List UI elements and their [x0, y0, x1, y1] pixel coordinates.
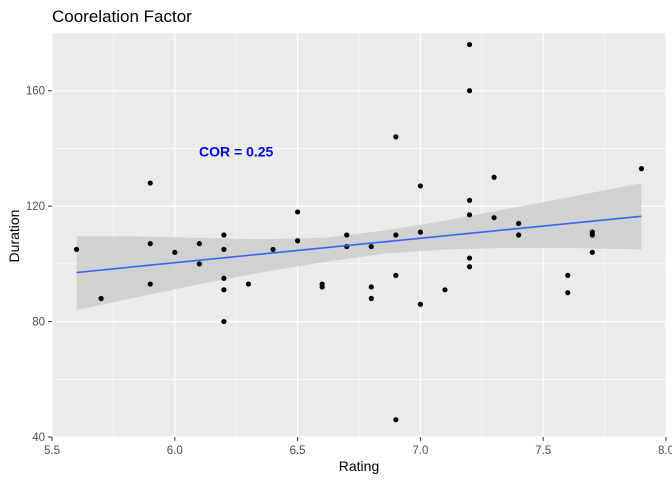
data-point [516, 220, 522, 227]
data-point [393, 134, 399, 140]
data-point [73, 246, 80, 253]
data-point [245, 281, 252, 287]
y-tick-label: 120 [26, 201, 45, 213]
data-point [221, 246, 227, 253]
x-axis-title: Rating [339, 458, 379, 474]
x-tick-label: 7.5 [535, 445, 551, 457]
data-point [270, 246, 276, 253]
data-point [417, 301, 423, 307]
data-point [147, 241, 153, 247]
data-point [221, 275, 227, 281]
data-point [442, 287, 448, 293]
data-point [393, 272, 399, 278]
data-point [295, 238, 301, 244]
correlation-annotation: COR = 0.25 [199, 143, 274, 159]
x-tick-label: 7.0 [412, 445, 428, 457]
data-point [466, 88, 473, 94]
data-point [147, 281, 153, 287]
data-point [368, 295, 374, 302]
chart-title: Coorelation Factor [52, 7, 192, 26]
data-point [466, 197, 473, 203]
confidence-band [76, 183, 642, 310]
x-tick-label: 6.5 [290, 445, 306, 457]
data-point [221, 232, 227, 238]
data-point [393, 232, 399, 238]
y-axis-ticks: 40 80 120 160 [26, 86, 52, 444]
data-point [417, 183, 423, 189]
data-point [221, 318, 227, 325]
data-point [491, 215, 497, 221]
data-point [466, 255, 473, 261]
data-point [147, 180, 153, 186]
data-point [98, 295, 104, 302]
points-layer [73, 41, 645, 423]
data-point [368, 243, 374, 250]
confidence-band-layer [76, 183, 642, 310]
data-point [466, 212, 473, 218]
data-point [196, 261, 202, 267]
data-point [319, 284, 325, 290]
x-axis-ticks: 5.5 6.0 6.5 7.0 7.5 8.0 [44, 437, 672, 457]
annotation-layer: COR = 0.25 [199, 143, 274, 159]
data-point [565, 290, 571, 296]
y-axis-title: Duration [6, 210, 22, 263]
data-point [393, 417, 399, 423]
data-point [368, 284, 374, 290]
data-point [589, 232, 595, 238]
data-point [221, 287, 227, 293]
x-tick-label: 8.0 [658, 445, 672, 457]
trend-line [76, 215, 642, 274]
data-point [638, 166, 645, 172]
data-point [516, 232, 522, 238]
data-point [589, 249, 595, 255]
x-tick-label: 5.5 [44, 445, 60, 457]
data-point [295, 209, 301, 215]
data-point [196, 241, 202, 247]
x-tick-label: 6.0 [167, 445, 183, 457]
data-point [172, 249, 178, 255]
y-tick-label: 80 [32, 317, 45, 329]
data-point [565, 272, 571, 278]
data-point [466, 264, 473, 270]
y-tick-label: 40 [32, 432, 45, 444]
trend-line-layer [76, 215, 642, 274]
data-point [344, 232, 350, 238]
y-tick-label: 160 [26, 86, 45, 98]
data-point [466, 41, 473, 48]
data-point [491, 174, 497, 180]
data-point [417, 229, 423, 235]
